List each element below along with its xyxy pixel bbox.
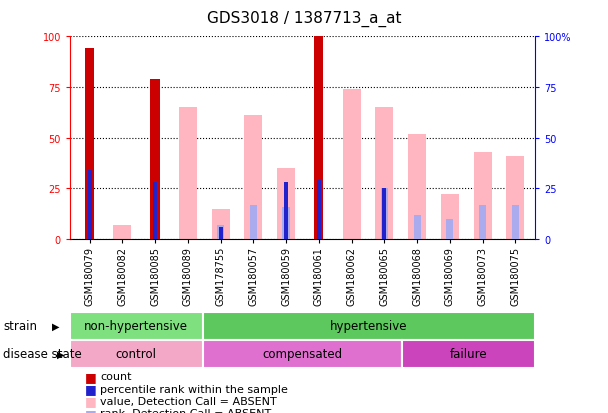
Bar [244, 116, 263, 240]
Bar [342, 90, 361, 240]
Text: percentile rank within the sample: percentile rank within the sample [100, 384, 288, 394]
Bar [314, 37, 323, 240]
Text: control: control [116, 347, 157, 361]
Bar [413, 215, 421, 240]
Text: count: count [100, 371, 132, 381]
Text: ■: ■ [85, 382, 97, 395]
Text: hypertensive: hypertensive [330, 319, 408, 332]
Bar [70, 340, 203, 368]
Bar [284, 183, 288, 240]
Text: ▶: ▶ [57, 349, 64, 359]
Text: value, Detection Call = ABSENT: value, Detection Call = ABSENT [100, 396, 277, 406]
Bar [70, 312, 203, 340]
Bar [277, 169, 295, 240]
Bar [408, 134, 426, 240]
Text: GDS3018 / 1387713_a_at: GDS3018 / 1387713_a_at [207, 10, 401, 26]
Bar [153, 183, 157, 240]
Bar [203, 340, 402, 368]
Bar [474, 152, 492, 240]
Bar [441, 195, 459, 240]
Bar [283, 207, 289, 240]
Text: ■: ■ [85, 370, 97, 383]
Bar [402, 340, 535, 368]
Bar [203, 312, 535, 340]
Text: failure: failure [450, 347, 488, 361]
Bar [446, 219, 454, 240]
Bar [217, 225, 224, 240]
Bar [219, 228, 223, 240]
Bar [250, 205, 257, 240]
Bar [317, 181, 321, 240]
Bar [381, 189, 388, 240]
Bar [113, 225, 131, 240]
Bar [88, 171, 92, 240]
Text: compensated: compensated [263, 347, 342, 361]
Text: strain: strain [3, 319, 37, 332]
Bar [85, 49, 94, 240]
Bar [382, 189, 386, 240]
Bar [212, 209, 230, 240]
Bar [151, 80, 160, 240]
Text: rank, Detection Call = ABSENT: rank, Detection Call = ABSENT [100, 408, 272, 413]
Bar [479, 205, 486, 240]
Text: non-hypertensive: non-hypertensive [85, 319, 188, 332]
Bar [512, 205, 519, 240]
Text: ▶: ▶ [52, 321, 60, 331]
Bar [375, 108, 393, 240]
Text: ■: ■ [85, 407, 97, 413]
Text: ■: ■ [85, 394, 97, 408]
Bar [506, 157, 524, 240]
Text: disease state: disease state [3, 347, 82, 361]
Bar [179, 108, 197, 240]
